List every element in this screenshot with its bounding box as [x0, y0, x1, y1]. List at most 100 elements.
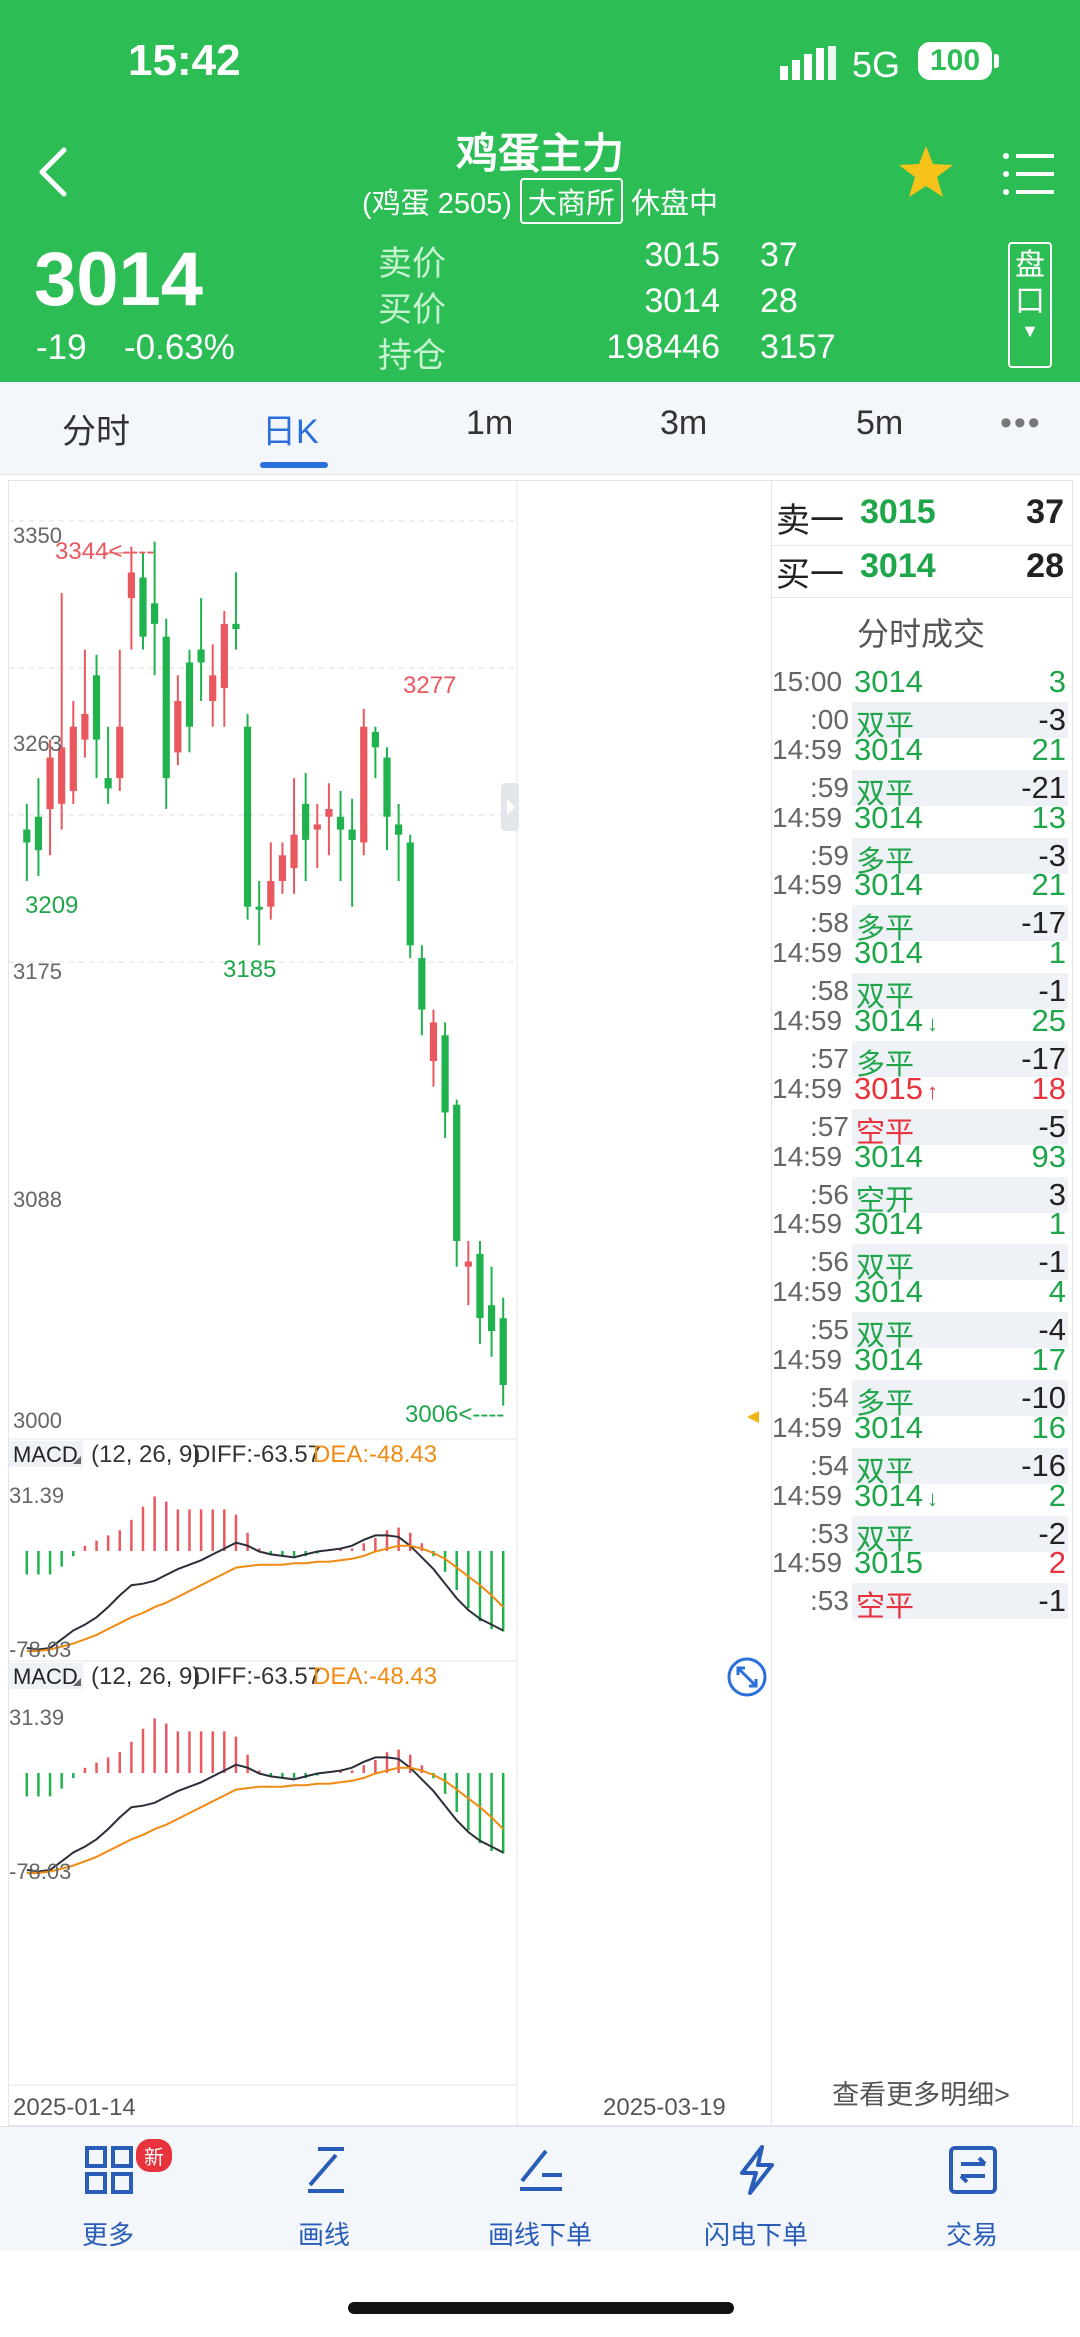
indicator-chip[interactable]: [9, 1663, 83, 1689]
last-price: 3014: [34, 237, 204, 322]
candle-body: [313, 824, 321, 830]
y-tick: 3350: [13, 523, 62, 548]
candle-body: [371, 731, 379, 748]
trade-type: 空平: [856, 1116, 915, 1149]
candle-body: [232, 623, 240, 629]
candle-body: [302, 803, 310, 840]
row-band: [852, 1447, 1068, 1484]
kline-chart[interactable]: 3350 3263 3175 3088 3000 3344<---- 3277 …: [9, 481, 771, 2125]
trade-type: 双平: [856, 981, 915, 1014]
y-tick: 3000: [13, 1408, 62, 1433]
trade-seconds: :59: [810, 771, 849, 803]
quote-row-bid: 买价 3014 28: [378, 282, 848, 329]
tab-1m[interactable]: 1m: [466, 404, 514, 442]
trade-price: 3014: [854, 867, 927, 903]
trade-oi-change: 3: [1048, 1176, 1066, 1212]
trade-oi-change: -5: [1038, 1108, 1066, 1144]
pen-order-icon: [520, 2149, 562, 2191]
trade-oi-change: -17: [1021, 905, 1066, 941]
pen-icon: [308, 2147, 344, 2193]
trade-price-value: 3014: [854, 799, 923, 835]
menu-icon[interactable]: [1002, 150, 1054, 198]
trade-row: 14:59:57 3014 ↓ 25 多平 -17: [770, 1003, 1072, 1095]
trade-price-value: 3014: [854, 1409, 923, 1445]
candle-body: [127, 572, 135, 599]
trade-time: 14:59: [772, 937, 843, 969]
toolbar-more-button[interactable]: 新 更多: [0, 2127, 216, 2251]
high-annotation: 3344<----: [55, 538, 154, 565]
trade-volume: 25: [1031, 1003, 1066, 1038]
pankou-button[interactable]: 盘口 ▼: [1008, 242, 1052, 368]
trade-price: 3014: [854, 800, 927, 836]
home-indicator: [348, 2302, 734, 2314]
indicator-chip[interactable]: [9, 1441, 83, 1467]
expand-icon[interactable]: [727, 1657, 767, 1697]
trade-row: 14:59:54 3014 17 多平 -10: [770, 1342, 1072, 1434]
macd-ymax: 31.39: [9, 1483, 64, 1508]
candle-body: [92, 675, 101, 740]
trade-type: 双平: [856, 1252, 915, 1285]
candle-body: [197, 649, 205, 663]
trade-oi-change: -17: [1021, 1041, 1066, 1076]
dea-line: [26, 1766, 504, 1874]
tab-daily-k[interactable]: 日K: [262, 413, 319, 451]
tab-3m[interactable]: 3m: [660, 404, 708, 442]
candle-body: [429, 1022, 438, 1061]
trade-time: 14:59: [772, 1208, 843, 1240]
trade-time: 14:59: [772, 1547, 843, 1579]
candle-body: [267, 881, 275, 907]
trade-type: 双平: [856, 710, 915, 742]
tab-5m[interactable]: 5m: [856, 404, 904, 442]
back-icon[interactable]: [30, 142, 80, 202]
toolbar-trade-button[interactable]: 交易: [864, 2127, 1080, 2251]
tab-fenshi[interactable]: 分时: [62, 413, 130, 451]
more-dots-icon[interactable]: •••: [1000, 404, 1042, 442]
trade-oi-change: -16: [1021, 1447, 1066, 1483]
candle-body: [464, 1261, 472, 1267]
chart-panel: 3350 3263 3175 3088 3000 3344<---- 3277 …: [8, 480, 772, 2126]
indicator-name: MACD: [13, 1442, 78, 1467]
trade-row: 14:59:57 3015 ↑ 18 空平 -5: [770, 1071, 1072, 1163]
trade-type: 双平: [856, 777, 915, 810]
lightning-icon: [740, 2145, 774, 2195]
row-band: [852, 837, 1068, 874]
low-annotation-2: 3185: [223, 956, 276, 983]
trade-price: 3014 ↓: [854, 1478, 938, 1514]
toolbar-flash-order-button[interactable]: 闪电下单: [648, 2127, 864, 2251]
trade-type: 空平: [856, 1591, 915, 1624]
trade-volume: 2: [1048, 1545, 1066, 1581]
toolbar-draw-button[interactable]: 画线: [216, 2127, 432, 2251]
indicator-dea: DEA:-48.43: [313, 1441, 437, 1468]
row-band: [852, 1583, 1068, 1620]
trade-seconds: :54: [810, 1382, 849, 1413]
dropdown-icon: [73, 1678, 81, 1686]
orderbook-label: 卖一: [776, 502, 844, 540]
trade-oi-change: -10: [1021, 1380, 1066, 1415]
trade-price-value: 3015: [854, 1070, 923, 1106]
candle-body: [23, 829, 31, 843]
candle-body: [290, 834, 298, 869]
quote-label: 买价: [378, 291, 446, 329]
candle-body: [139, 577, 147, 637]
grid-icon: [85, 2146, 133, 2194]
toolbar-draw-order-button[interactable]: 画线下单: [432, 2127, 648, 2251]
macd-ymin: -78.03: [9, 1637, 71, 1662]
trade-list-title: 分时成交: [856, 616, 985, 652]
orderbook-price: 3015: [860, 493, 936, 531]
candle-body: [348, 829, 356, 840]
see-more-link[interactable]: 查看更多明细>: [832, 2080, 1010, 2110]
trade-price-value: 3014: [854, 664, 923, 699]
trade-time: 14:59: [772, 869, 843, 901]
favorite-star-icon[interactable]: [896, 144, 956, 200]
network-label: 5G: [852, 44, 901, 85]
battery-tip: [994, 54, 999, 68]
candle-body: [360, 726, 368, 843]
trade-row: 14:59:56 3014 93 空开 3: [770, 1139, 1072, 1231]
trade-volume: 1: [1048, 1206, 1066, 1242]
quote-value: 3015: [644, 236, 720, 274]
pankou-label: 盘口: [1015, 249, 1045, 318]
trade-price: 3015 ↑: [854, 1071, 938, 1107]
session-status: 休盘中: [630, 188, 718, 220]
trade-oi-change: -4: [1038, 1312, 1066, 1348]
trade-oi-change: -21: [1021, 769, 1066, 805]
